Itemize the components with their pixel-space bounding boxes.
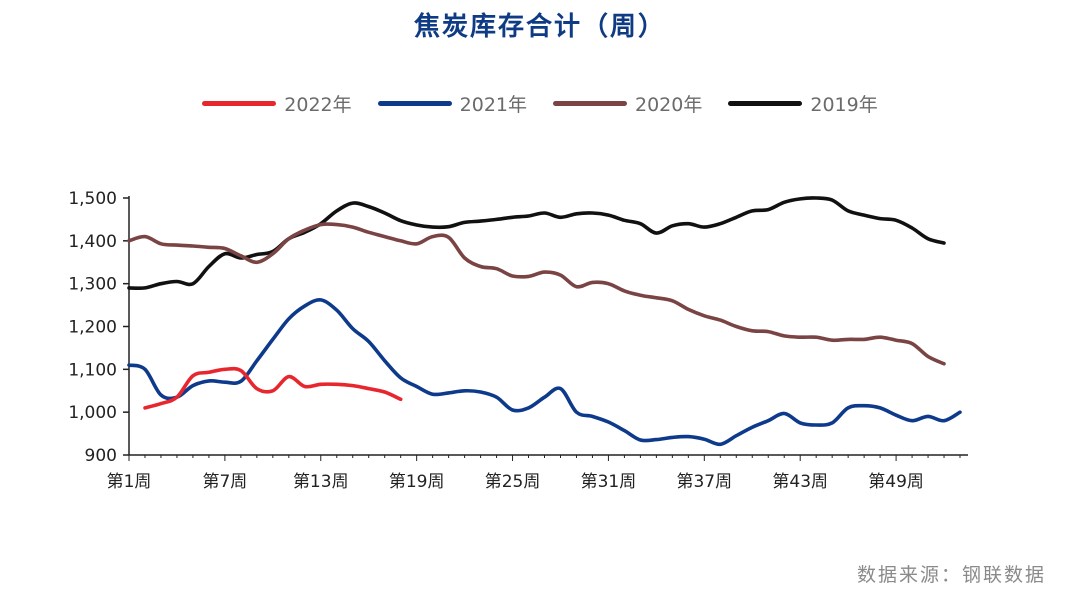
x-tick-label: 第19周: [389, 472, 445, 492]
legend-label-2022: 2022年: [284, 93, 352, 116]
y-tick-label: 1,400: [68, 232, 117, 252]
x-tick-label: 第13周: [293, 472, 349, 492]
y-tick-label: 900: [85, 446, 117, 466]
y-tick-label: 1,000: [68, 403, 117, 423]
chart-title: 焦炭库存合计（周）: [413, 12, 666, 42]
x-tick-label: 第7周: [202, 472, 247, 492]
x-tick-label: 第43周: [772, 472, 828, 492]
legend-item-2021: 2021年: [377, 90, 527, 117]
chart-legend: 2022年 2021年 2020年 2019年: [0, 88, 1080, 118]
legend-swatch-2022: [202, 100, 277, 106]
legend-swatch-2021: [377, 100, 452, 106]
y-tick-label: 1,100: [68, 360, 117, 380]
x-tick-label: 第25周: [485, 472, 541, 492]
x-tick-label: 第37周: [676, 472, 732, 492]
y-tick-label: 1,300: [68, 275, 117, 295]
legend-label-2020: 2020年: [635, 93, 703, 116]
legend-label-2019: 2019年: [810, 93, 878, 116]
legend-label-2021: 2021年: [459, 93, 527, 116]
legend-item-2020: 2020年: [553, 90, 702, 117]
chart-lines: [127, 196, 962, 447]
series-line-2019年: [127, 196, 946, 291]
x-tick-label: 第1周: [107, 472, 152, 492]
series-line-2022年: [143, 366, 403, 410]
series-line-2020年: [127, 222, 946, 366]
x-tick-label: 第31周: [581, 472, 637, 492]
y-tick-label: 1,200: [68, 318, 117, 338]
data-source-note: 数据来源：钢联数据: [856, 564, 1046, 586]
legend-swatch-2020: [553, 100, 627, 106]
legend-item-2022: 2022年: [202, 90, 352, 117]
legend-swatch-2019: [728, 100, 803, 106]
legend-item-2019: 2019年: [728, 90, 878, 117]
x-tick-label: 第49周: [868, 472, 924, 492]
y-tick-label: 1,500: [68, 189, 117, 209]
series-line-2021年: [127, 298, 962, 447]
